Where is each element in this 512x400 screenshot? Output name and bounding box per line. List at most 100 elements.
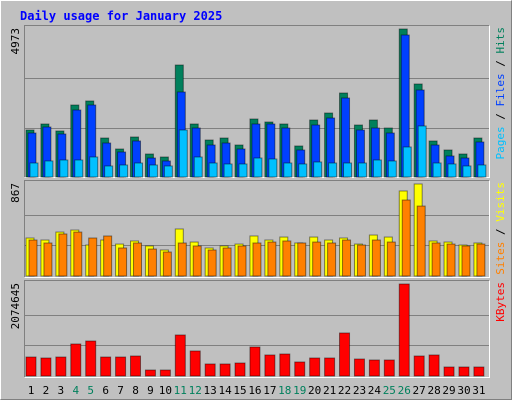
bar (58, 233, 68, 277)
bar (431, 242, 441, 277)
bar (386, 241, 396, 277)
bar (476, 243, 486, 277)
bar (104, 165, 114, 178)
legend-separator: / (494, 107, 507, 127)
x-tick-label: 2 (43, 384, 50, 397)
bar (402, 146, 412, 178)
bar (342, 239, 352, 277)
bar (103, 235, 113, 277)
bar (163, 165, 173, 178)
bar (222, 247, 232, 277)
bar (356, 244, 366, 277)
bar (297, 242, 307, 277)
bar (223, 163, 233, 178)
x-tick-label: 24 (368, 384, 382, 397)
x-tick-label: 15 (233, 384, 246, 397)
legend-separator: / (494, 222, 507, 242)
bar (43, 242, 53, 277)
bar (268, 158, 278, 178)
x-tick-label: 11 (174, 384, 187, 397)
bar (267, 241, 277, 277)
chart-title: Daily usage for January 2025 (20, 9, 222, 23)
bar (85, 340, 97, 377)
bar (282, 240, 292, 277)
bar (343, 162, 353, 178)
bar (55, 356, 67, 377)
bar (147, 248, 157, 277)
bar (387, 160, 397, 178)
x-tick-label: 12 (189, 384, 202, 397)
bar (88, 237, 98, 277)
x-tick-label: 31 (472, 384, 485, 397)
bar (178, 129, 188, 178)
bar (413, 355, 425, 377)
bar (118, 247, 128, 277)
panel-border-dark (24, 280, 490, 378)
x-tick-label: 17 (263, 384, 276, 397)
bar (174, 334, 186, 377)
bar (294, 361, 306, 377)
bar (473, 366, 485, 377)
bar (371, 239, 381, 277)
x-tick-label: 1 (28, 384, 35, 397)
x-tick-label: 28 (427, 384, 440, 397)
panel-border-light (24, 280, 490, 378)
bar (219, 363, 231, 377)
bar (477, 164, 487, 178)
bar (283, 162, 293, 178)
bar (177, 242, 187, 277)
y-max-label: 2074645 (9, 283, 22, 329)
bar (249, 346, 261, 377)
bar (447, 163, 457, 178)
x-tick-label: 18 (278, 384, 291, 397)
legend-separator: / (494, 54, 507, 74)
bar (372, 159, 382, 178)
x-tick-label: 10 (159, 384, 172, 397)
bar (25, 356, 37, 377)
legend-entry: Visits (494, 182, 507, 222)
bar (327, 242, 337, 277)
bar (44, 160, 54, 178)
bar (458, 366, 470, 377)
bar (353, 358, 365, 377)
bar (144, 369, 156, 377)
x-tick-label: 3 (58, 384, 65, 397)
bar (100, 356, 112, 377)
bar (368, 359, 380, 377)
bar (446, 243, 456, 277)
bar (279, 353, 291, 377)
bar (401, 199, 411, 277)
bar (29, 162, 39, 178)
y-max-label: 867 (9, 183, 22, 203)
x-tick-label: 23 (353, 384, 366, 397)
x-tick-label: 30 (457, 384, 470, 397)
bar (339, 332, 351, 377)
bar (309, 357, 321, 377)
x-tick-label: 4 (72, 384, 79, 397)
x-tick-label: 5 (87, 384, 94, 397)
bar (74, 159, 84, 178)
bar (417, 125, 427, 178)
x-tick-label: 20 (308, 384, 321, 397)
y-max-label: 4973 (9, 28, 22, 55)
x-tick-label: 21 (323, 384, 336, 397)
bar (234, 362, 246, 377)
bar (189, 350, 201, 377)
x-tick-label: 13 (204, 384, 217, 397)
legend-entry: Hits (494, 27, 507, 54)
bar (73, 231, 83, 277)
panel-border-light (24, 180, 490, 278)
bar (312, 241, 322, 277)
x-tick-label: 25 (383, 384, 396, 397)
bar (253, 157, 263, 178)
x-tick-label: 8 (132, 384, 139, 397)
bar (148, 164, 158, 178)
legend-entry: Pages (494, 126, 507, 159)
bar (162, 251, 172, 277)
bar (298, 163, 308, 178)
bar (324, 357, 336, 377)
bar (119, 164, 129, 178)
x-tick-label: 22 (338, 384, 351, 397)
bar (237, 245, 247, 277)
